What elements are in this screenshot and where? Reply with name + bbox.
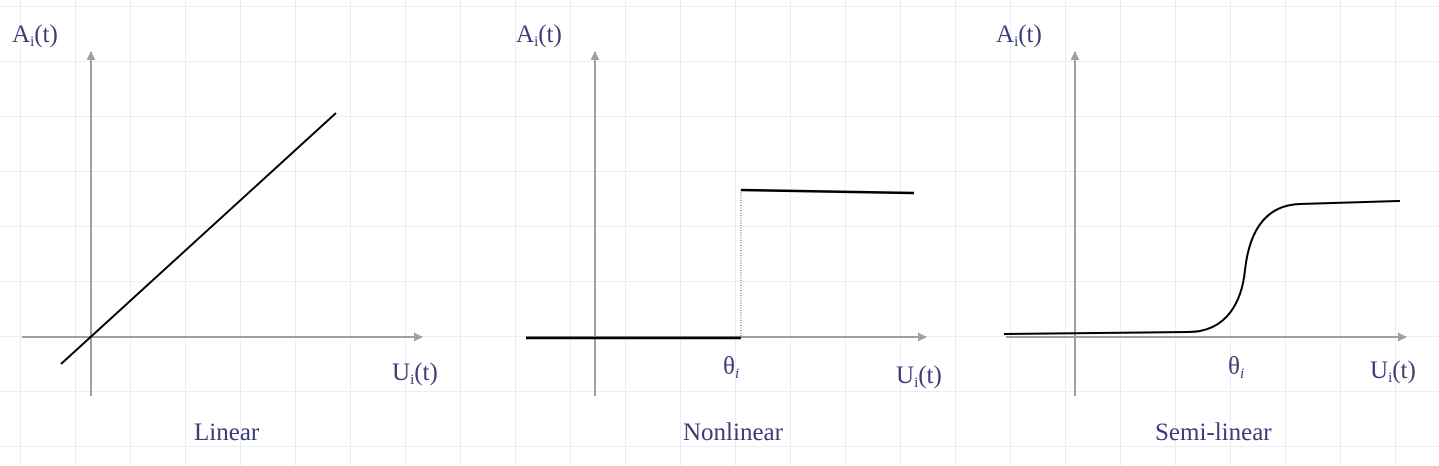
caption-semilinear: Semi-linear <box>1155 419 1272 446</box>
caption-linear: Linear <box>194 419 260 446</box>
x-axis-label-nonlinear: Ui(t) <box>896 362 942 391</box>
semilinear-curve <box>1003 200 1401 335</box>
panel-nonlinear <box>526 51 927 396</box>
linear-curve <box>60 112 337 365</box>
panel-linear <box>22 51 423 396</box>
panel-semilinear <box>1003 51 1407 396</box>
y-axis-label-nonlinear: Ai(t) <box>516 21 562 50</box>
y-axis-label-linear: Ai(t) <box>12 21 58 50</box>
threshold-label-nonlinear: θi <box>723 353 740 382</box>
x-axis-label-semilinear: Ui(t) <box>1370 357 1416 386</box>
y-axis-label-semilinear: Ai(t) <box>996 21 1042 50</box>
threshold-label-semilinear: θi <box>1228 353 1245 382</box>
x-axis-label-linear: Ui(t) <box>392 359 438 388</box>
step-high-segment <box>740 188 915 195</box>
caption-nonlinear: Nonlinear <box>683 419 783 446</box>
